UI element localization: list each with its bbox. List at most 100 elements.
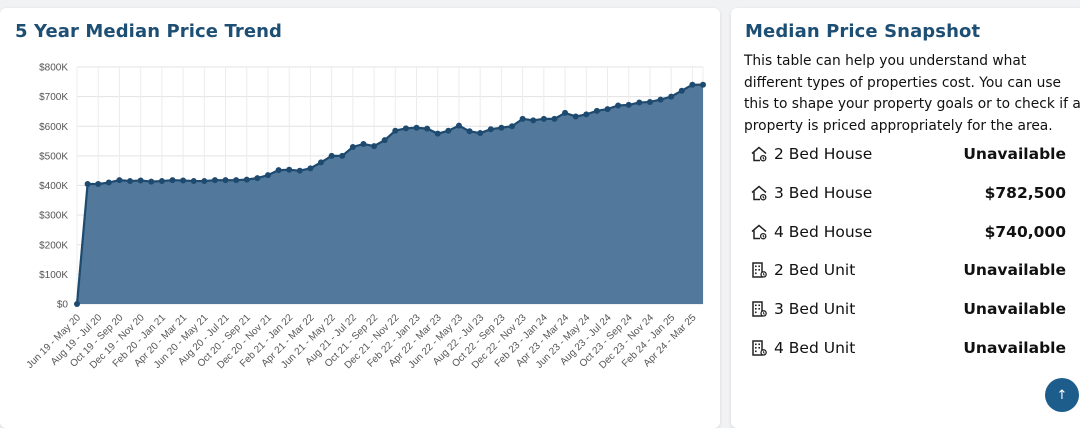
data-point	[275, 167, 282, 174]
data-point	[646, 98, 653, 105]
house-icon	[750, 145, 768, 163]
data-point	[625, 101, 632, 108]
data-point	[519, 115, 526, 122]
data-point	[657, 96, 664, 103]
data-point	[137, 177, 144, 184]
data-point	[498, 124, 505, 131]
data-point	[84, 181, 91, 188]
snapshot-row: 3 Bed Unit Unavailable	[750, 297, 1066, 321]
data-point	[286, 166, 293, 173]
data-point	[562, 109, 569, 116]
house-icon	[750, 184, 768, 202]
data-point	[434, 130, 441, 137]
data-point	[318, 159, 325, 166]
snapshot-card: Median Price Snapshot This table can hel…	[731, 8, 1080, 428]
property-type-label: 2 Bed Unit	[774, 261, 856, 280]
y-tick-label: $0	[57, 300, 69, 311]
data-point	[148, 178, 155, 185]
data-point	[201, 178, 208, 185]
snapshot-description: This table can help you understand what …	[744, 53, 1080, 134]
data-point	[211, 177, 218, 184]
data-point	[381, 137, 388, 144]
data-point	[604, 106, 611, 113]
house-icon	[750, 223, 768, 241]
data-point	[700, 81, 706, 88]
median-price-value: $782,500	[984, 183, 1066, 202]
data-point	[180, 177, 187, 184]
arrow-up-icon: ↑	[1056, 387, 1068, 403]
data-point	[466, 128, 473, 135]
data-point	[615, 102, 622, 109]
data-point	[371, 143, 378, 150]
data-point	[127, 178, 134, 185]
data-point	[349, 143, 356, 150]
property-type-label: 4 Bed House	[774, 222, 873, 241]
data-point	[636, 99, 643, 106]
property-type-label: 2 Bed House	[774, 145, 873, 163]
series-area	[77, 84, 703, 304]
snapshot-row: 2 Bed Unit Unavailable	[750, 258, 1066, 282]
scroll-to-top-button[interactable]: ↑	[1045, 378, 1079, 412]
chart-title: 5 Year Median Price Trend	[15, 21, 283, 42]
data-point	[424, 125, 431, 132]
data-point	[116, 177, 123, 184]
building-icon	[750, 339, 768, 357]
data-point	[530, 117, 537, 124]
data-point	[158, 178, 165, 185]
median-price-value: Unavailable	[963, 300, 1066, 319]
y-tick-label: $800K	[39, 63, 68, 74]
snapshot-title: Median Price Snapshot	[745, 21, 981, 42]
data-point	[689, 81, 696, 88]
median-price-value: Unavailable	[963, 145, 1066, 163]
data-point	[264, 172, 271, 179]
data-point	[509, 123, 516, 130]
trend-card: 5 Year Median Price Trend $0 $100K $200K $3…	[0, 8, 720, 428]
price-trend-chart: $0 $100K $200K $300K $400K $500K $600K $700K $80…	[25, 63, 706, 371]
data-point	[413, 124, 420, 131]
data-point	[233, 177, 240, 184]
y-tick-label: $100K	[39, 270, 68, 281]
data-point	[296, 167, 303, 174]
data-point	[169, 177, 176, 184]
snapshot-row: 2 Bed House Unavailable	[750, 142, 1066, 166]
data-point	[105, 179, 112, 186]
data-point	[74, 301, 80, 307]
data-point	[455, 122, 462, 129]
y-tick-label: $700K	[39, 92, 68, 103]
data-point	[392, 127, 399, 134]
building-icon	[750, 261, 768, 279]
y-tick-label: $400K	[39, 181, 68, 192]
data-point	[487, 126, 494, 133]
data-point	[551, 115, 558, 122]
data-point	[678, 87, 685, 94]
data-point	[95, 181, 102, 188]
median-price-value: Unavailable	[963, 339, 1066, 357]
y-tick-label: $200K	[39, 240, 68, 251]
data-point	[360, 141, 367, 148]
data-point	[222, 177, 229, 184]
data-point	[583, 111, 590, 118]
data-point	[593, 107, 600, 114]
building-icon	[750, 300, 768, 318]
data-point	[477, 130, 484, 137]
data-point	[339, 152, 346, 159]
data-point	[243, 176, 250, 183]
data-point	[328, 152, 335, 159]
data-point	[254, 175, 261, 182]
data-point	[445, 127, 452, 134]
snapshot-row: 4 Bed House $740,000	[750, 220, 1066, 244]
property-type-label: 3 Bed House	[774, 183, 873, 202]
snapshot-row: 3 Bed House $782,500	[750, 181, 1066, 205]
data-point	[402, 125, 409, 132]
median-price-value: Unavailable	[963, 261, 1066, 280]
median-price-value: $740,000	[984, 222, 1066, 241]
data-point	[190, 178, 197, 185]
y-tick-label: $300K	[39, 211, 68, 222]
data-point	[540, 115, 547, 122]
property-type-label: 3 Bed Unit	[774, 300, 856, 319]
property-type-label: 4 Bed Unit	[774, 339, 856, 357]
y-tick-label: $500K	[39, 151, 68, 162]
y-tick-label: $600K	[39, 122, 68, 133]
data-point	[572, 113, 579, 120]
data-point	[668, 93, 675, 100]
